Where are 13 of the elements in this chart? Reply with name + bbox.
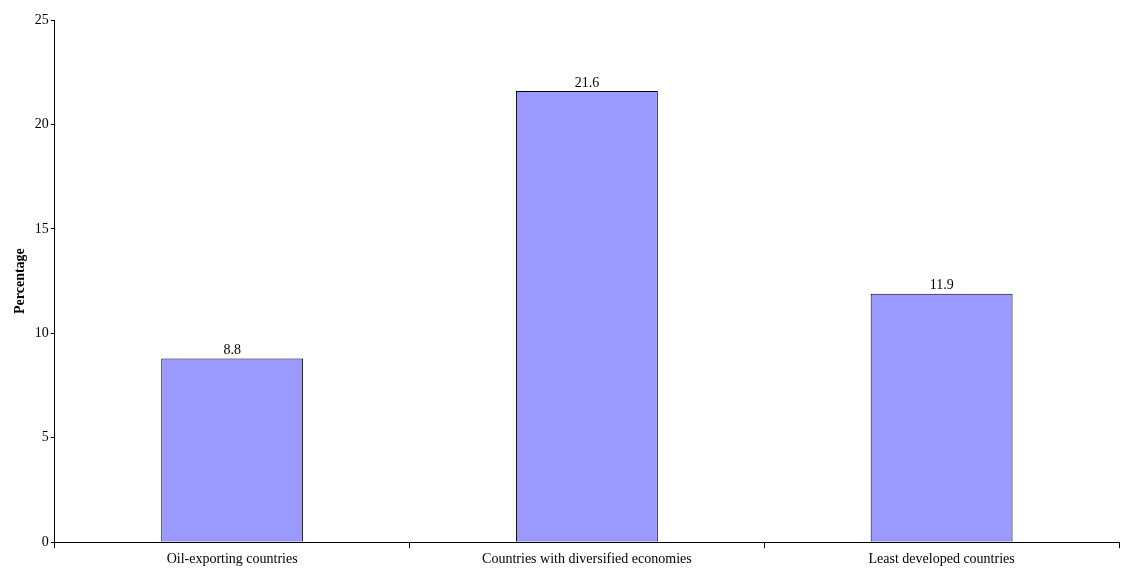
x-tick-label: Least developed countries — [868, 551, 1015, 567]
data-label: 8.8 — [223, 342, 241, 358]
data-label: 11.9 — [929, 277, 954, 293]
y-axis-title: Percentage — [12, 248, 28, 315]
x-tick-label: Oil-exporting countries — [166, 551, 298, 567]
y-tick-label: 25 — [34, 11, 49, 27]
y-tick-label: 0 — [41, 533, 49, 549]
y-tick-label: 10 — [34, 324, 49, 340]
y-tick-label: 20 — [34, 116, 49, 132]
data-label: 21.6 — [574, 74, 600, 90]
y-tick-label: 15 — [34, 220, 49, 236]
y-tick-label: 5 — [41, 429, 49, 445]
x-tick-label: Countries with diversified economies — [482, 551, 692, 567]
